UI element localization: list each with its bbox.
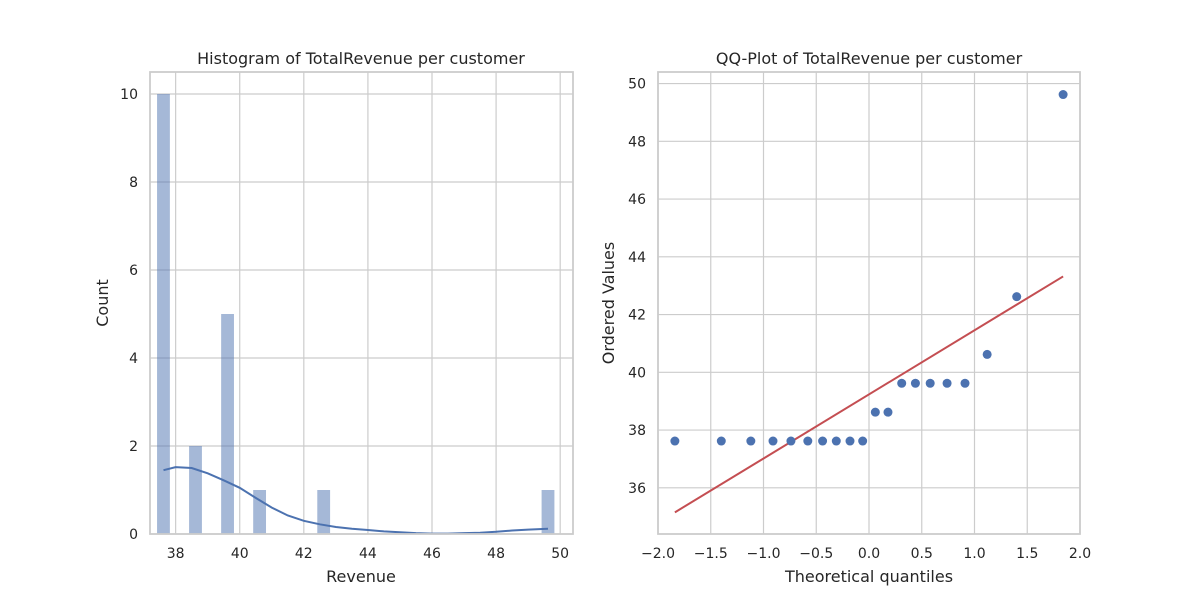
- qq-plot-point: [870, 407, 880, 417]
- qq-plot-point: [831, 436, 841, 446]
- histogram-x-tick-label: 38: [167, 546, 185, 562]
- qq-plot-y-tick-label: 48: [628, 134, 646, 150]
- histogram-x-tick-label: 44: [359, 546, 377, 562]
- histogram-y-tick-label: 8: [129, 175, 138, 191]
- qq-plot-point: [1058, 90, 1068, 100]
- qq-plot-point: [960, 378, 970, 388]
- histogram-y-tick-label: 10: [120, 87, 138, 103]
- qq-plot-x-tick-label: −1.0: [747, 546, 781, 562]
- histogram-x-tick-label: 40: [231, 546, 249, 562]
- qq-plot-point: [845, 436, 855, 446]
- histogram-kde-curve: [163, 466, 549, 535]
- qq-plot-point: [716, 436, 726, 446]
- histogram-x-tick-label: 42: [295, 546, 313, 562]
- histogram-plot-area: [150, 72, 573, 534]
- histogram-x-axis-label: Revenue: [326, 567, 396, 586]
- qq-plot-y-tick-label: 46: [628, 192, 646, 208]
- qq-plot-point: [910, 378, 920, 388]
- qq-plot-point: [942, 378, 952, 388]
- histogram-frame: [149, 71, 574, 535]
- qq-plot-x-tick-label: 2.0: [1069, 546, 1091, 562]
- qq-plot-point: [818, 436, 828, 446]
- qq-plot-point: [897, 378, 907, 388]
- qq-plot-x-tick-label: −1.5: [694, 546, 728, 562]
- histogram-x-tick-label: 48: [487, 546, 505, 562]
- qq-plot-point: [982, 349, 992, 359]
- qq-plot-y-tick-label: 40: [628, 365, 646, 381]
- histogram-title: Histogram of TotalRevenue per customer: [197, 49, 525, 68]
- histogram-bar: [317, 490, 331, 534]
- qq-plot-x-tick-label: 0.5: [911, 546, 933, 562]
- histogram-y-tick-label: 4: [129, 351, 138, 367]
- histogram-bar: [157, 94, 170, 534]
- qq-plot-point: [768, 436, 778, 446]
- histogram-bar: [189, 446, 202, 534]
- histogram-x-tick-label: 46: [423, 546, 441, 562]
- histogram-x-tick-label: 50: [551, 546, 569, 562]
- qq-plot-x-tick-label: −2.0: [641, 546, 675, 562]
- histogram-y-tick-label: 0: [129, 527, 138, 543]
- qq-plot-y-axis-label: Ordered Values: [599, 242, 618, 364]
- histogram-bar: [541, 490, 555, 534]
- histogram-y-axis-label: Count: [93, 279, 112, 327]
- qq-plot-x-tick-label: 1.5: [1016, 546, 1038, 562]
- histogram-bar: [221, 314, 234, 534]
- qq-plot-x-tick-label: −0.5: [799, 546, 833, 562]
- qq-plot-x-tick-label: 1.0: [963, 546, 985, 562]
- qq-plot-y-tick-label: 38: [628, 423, 646, 439]
- qq-plot-panel: −2.0 −1.5 −1.0 −0.5 0.0 0.5 1.0 1.5 2.0 36 38 40 42 4…: [599, 49, 1091, 586]
- qq-plot-point: [925, 378, 935, 388]
- histogram-y-tick-label: 6: [129, 263, 138, 279]
- qq-plot-y-tick-label: 44: [628, 250, 646, 266]
- histogram-bar: [253, 490, 267, 534]
- qq-plot-point: [803, 436, 813, 446]
- qq-plot-point: [746, 436, 756, 446]
- qq-plot-point: [786, 436, 796, 446]
- qq-plot-title: QQ-Plot of TotalRevenue per customer: [716, 49, 1023, 68]
- qq-plot-point: [670, 436, 680, 446]
- qq-plot-y-tick-label: 36: [628, 481, 646, 497]
- qq-plot-point: [1012, 292, 1022, 302]
- histogram-y-tick-label: 2: [129, 439, 138, 455]
- qq-plot-y-tick-label: 42: [628, 308, 646, 324]
- qq-plot-reference-line: [674, 275, 1064, 514]
- qq-plot-point: [883, 407, 893, 417]
- qq-plot-point: [858, 436, 868, 446]
- qq-plot-x-axis-label: Theoretical quantiles: [784, 567, 953, 586]
- qq-plot-y-tick-label: 50: [628, 77, 646, 93]
- qq-plot-x-tick-label: 0.0: [858, 546, 880, 562]
- qq-plot-frame: [657, 71, 1081, 535]
